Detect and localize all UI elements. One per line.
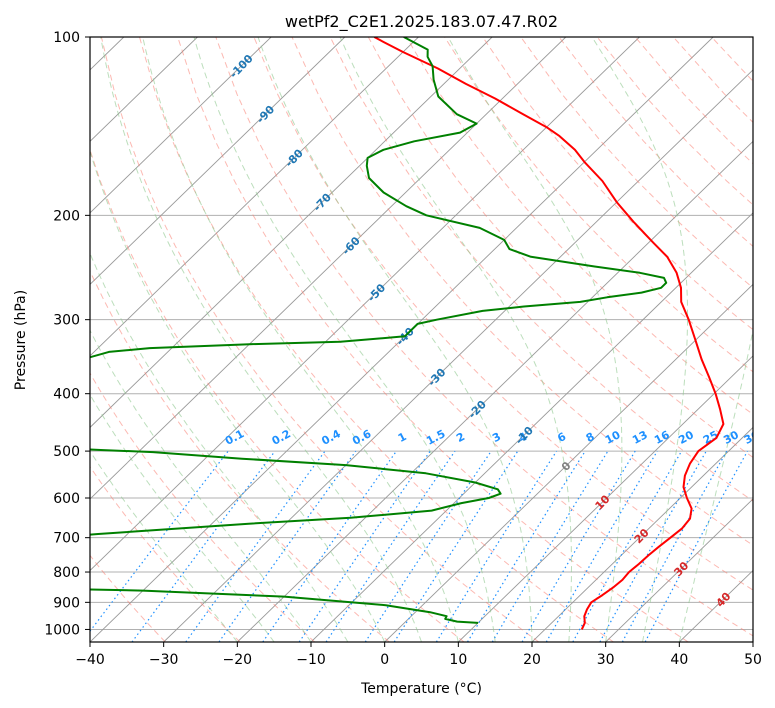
isotherm-line	[90, 37, 198, 142]
mixing-ratio-line	[521, 450, 636, 642]
mixing-ratio-line	[393, 450, 519, 642]
mixing-ratio-line	[325, 450, 456, 642]
y-tick-label: 500	[53, 444, 80, 460]
x-axis-label: Temperature (°C)	[360, 681, 482, 697]
y-tick-label: 300	[53, 313, 80, 329]
x-tick-label: −10	[296, 652, 326, 668]
moist-adiabat-line	[193, 37, 496, 642]
mixing-ratio-line	[262, 450, 397, 642]
dry-adiabat-line	[329, 37, 753, 502]
dry-adiabat-line	[367, 37, 753, 459]
y-tick-label: 800	[53, 565, 80, 581]
plot-area	[90, 37, 753, 642]
isotherm-line	[90, 37, 567, 500]
x-tick-label: −20	[223, 652, 253, 668]
dry-adiabat-line	[291, 37, 753, 546]
mixing-ratio-line	[621, 450, 728, 642]
plot-background	[90, 37, 753, 642]
x-tick-label: 40	[670, 652, 688, 668]
moist-adiabat-line	[90, 252, 349, 642]
y-tick-label: 900	[53, 595, 80, 611]
mixing-ratio-line	[435, 450, 558, 642]
mixing-ratio-line	[298, 450, 431, 642]
sounding-profiles	[90, 37, 725, 630]
mixing-ratio-line	[218, 450, 357, 642]
moist-adiabat-line	[678, 328, 753, 642]
x-tick-label: 50	[744, 652, 762, 668]
mixing-ratio-line	[466, 450, 586, 642]
y-tick-label: 700	[53, 531, 80, 547]
moist-adiabat-line	[90, 450, 238, 642]
dry-adiabat-line	[482, 37, 753, 331]
mixing-ratio-line	[364, 450, 492, 642]
y-tick-label: 1000	[44, 622, 80, 638]
isotherm-line	[237, 140, 753, 642]
y-axis-label: Pressure (hPa)	[13, 290, 29, 390]
moist-adiabat-line	[90, 393, 275, 642]
dry-adiabat-line	[90, 269, 390, 642]
mixing-ratio-line	[90, 450, 229, 633]
temperature-profile-line	[373, 37, 725, 630]
mixing-ratio-label: 30	[721, 428, 741, 447]
mixing-ratio-line	[545, 450, 658, 642]
axes: −40 −30 −20 −10 0 10 20 30 40 50 100 200 300 400 500 60…	[44, 30, 762, 668]
dry-adiabat-line	[177, 37, 689, 642]
x-tick-label: −40	[75, 652, 105, 668]
isotherm-line	[90, 37, 714, 642]
isotherm-line	[90, 37, 419, 357]
x-tick-label: 0	[380, 652, 389, 668]
isotherm-line	[605, 498, 753, 642]
dry-adiabat-line	[215, 37, 753, 637]
moist-adiabat-line	[447, 37, 623, 642]
isotherm-line	[90, 37, 272, 214]
isotherm-line	[90, 37, 346, 286]
y-tick-label: 200	[53, 208, 80, 224]
mixing-ratio-label: 16	[652, 428, 672, 447]
moist-adiabat-line	[142, 37, 459, 642]
x-tick-label: 10	[449, 652, 467, 668]
mixing-ratio-label: 36	[742, 428, 762, 447]
dry-adiabat-line	[100, 37, 540, 642]
dry-adiabat-line	[90, 372, 316, 642]
x-tick-label: 30	[597, 652, 615, 668]
isotherm-line	[531, 426, 753, 642]
isotherm-line	[310, 212, 753, 642]
x-tick-label: −30	[149, 652, 179, 668]
mixing-ratio-label: 25	[701, 428, 721, 447]
isotherm-line	[90, 37, 493, 429]
dry-adiabat-line	[444, 37, 753, 373]
mixing-ratio-label: 13	[630, 428, 650, 447]
mixing-ratio-line	[491, 450, 609, 642]
y-tick-label: 400	[53, 387, 80, 403]
moist-adiabat-line	[90, 329, 312, 642]
mixing-ratio-label: 20	[676, 428, 696, 447]
moist-adiabat-line	[257, 37, 533, 642]
chart-title: wetPf2_C2E1.2025.183.07.47.R02	[285, 12, 558, 32]
isotherm-line	[458, 355, 753, 642]
dry-adiabat-line	[253, 37, 753, 591]
dewpoint-profile-line	[90, 37, 668, 624]
dry-adiabat-line	[90, 148, 465, 642]
plot-frame	[89, 36, 754, 643]
y-tick-label: 600	[53, 491, 80, 507]
mixing-ratio-line	[644, 450, 749, 642]
moist-adiabat-line	[90, 149, 386, 642]
mixing-ratio-label: 10	[603, 428, 623, 447]
x-tick-label: 20	[523, 652, 541, 668]
moist-adiabat-line	[591, 37, 688, 642]
isotherm-line	[90, 37, 640, 572]
dry-adiabat-line	[139, 37, 614, 642]
moist-adiabat-line	[100, 37, 422, 642]
y-tick-label: 100	[53, 30, 80, 46]
moist-adiabat-line	[339, 37, 572, 642]
dry-adiabat-line	[405, 37, 753, 415]
